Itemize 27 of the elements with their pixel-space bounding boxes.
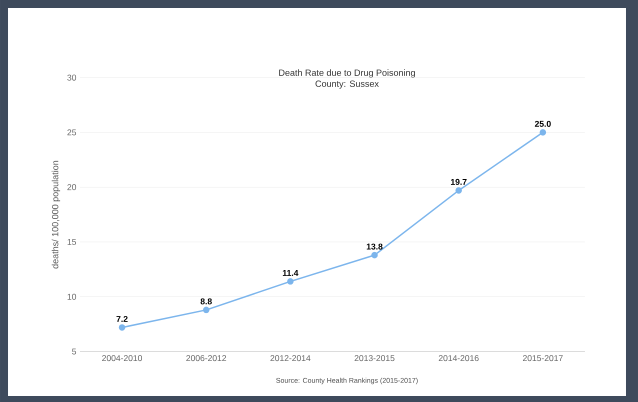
data-label: 19.7 xyxy=(450,178,467,185)
point xyxy=(455,187,462,194)
x-tick-label: 2004-2010 xyxy=(102,355,142,362)
point xyxy=(202,306,210,314)
data-label: 25.0 xyxy=(534,120,551,127)
y-tick-label: 25 xyxy=(67,129,76,136)
y-tick-label: 30 xyxy=(67,74,76,81)
point xyxy=(287,278,294,285)
chart-title: Death Rate due to Drug Poisoning xyxy=(279,69,415,78)
point xyxy=(540,129,546,136)
x-tick-label: 2014-2016 xyxy=(438,355,479,362)
data-label: 8.8 xyxy=(200,298,212,304)
x-tick-label: 2015-2017 xyxy=(522,355,563,362)
y-tick-label: 10 xyxy=(68,294,76,300)
y-tick-label: 15 xyxy=(68,239,76,245)
x-tick-label: 2012-2014 xyxy=(270,355,310,362)
y-tick-label: 20 xyxy=(67,184,76,190)
y-tick-label: 5 xyxy=(72,348,76,355)
data-label: 11.4 xyxy=(282,270,298,276)
x-tick-label: 2013-2015 xyxy=(354,355,394,362)
data-label: 13.8 xyxy=(366,244,383,250)
point xyxy=(371,252,378,258)
data-label: 7.2 xyxy=(116,316,128,322)
x-tick-label: 2006-2012 xyxy=(186,355,226,362)
point xyxy=(118,324,126,331)
chart-subtitle: County: Sussex xyxy=(316,80,379,89)
y-axis-title: deaths/ 100,000 population xyxy=(52,160,60,268)
